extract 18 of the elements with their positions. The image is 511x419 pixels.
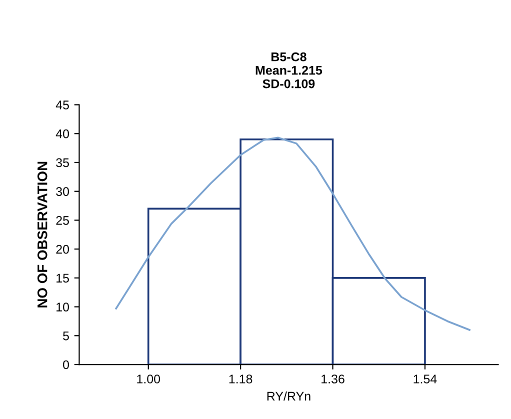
y-tick-label: 30 [56,187,69,196]
y-tick-label: 15 [56,274,69,283]
y-tick-label: 10 [56,302,69,312]
x-tick-label: 1.54 [414,374,437,384]
y-tick-label: 20 [56,244,69,254]
line-series [115,136,470,331]
y-tick-label: 0 [63,360,69,370]
y-tick-label: 5 [63,332,69,340]
x-tick-label: 1.18 [229,374,252,384]
x-tick-label: 1.00 [137,374,160,384]
y-tick-label: 35 [56,158,69,168]
x-axis-title: RY/RYn [267,391,310,401]
x-tick-label: 1.36 [322,374,344,384]
y-tick-label: 45 [56,100,69,110]
y-tick-label: 25 [56,216,69,225]
y-axis-title: NO OF OBSERVATION [37,162,48,308]
y-tick-label: 40 [56,129,69,138]
chart-title: B5-C8 Mean-1.215 SD-0.109 [256,52,322,88]
